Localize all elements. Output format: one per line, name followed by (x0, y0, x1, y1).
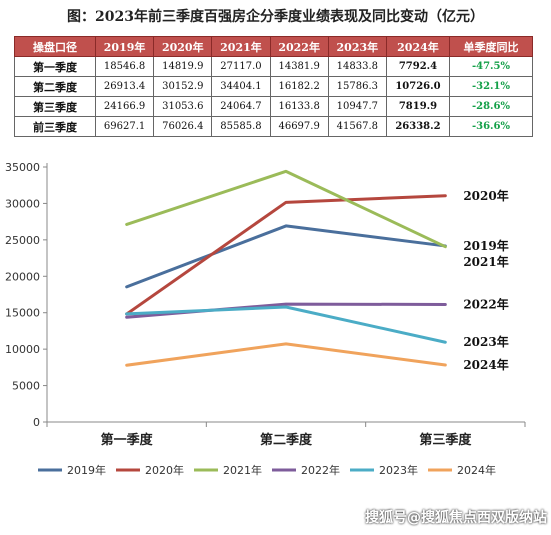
y-tick-label: 20000 (5, 270, 40, 283)
series-end-label: 2023年 (463, 334, 508, 349)
table-cell: 46697.9 (269, 116, 329, 137)
table-cell: 26913.4 (94, 76, 155, 97)
header-cell: 单季度同比 (449, 36, 533, 57)
series-end-label: 2019年 (463, 238, 508, 253)
header-cell: 2023年 (327, 36, 387, 57)
watermark: 搜狐号@搜狐焦点西双版纳站 (365, 510, 547, 526)
header-cell: 操盘口径 (14, 36, 96, 57)
y-tick-label: 25000 (5, 234, 40, 247)
data-table: 操盘口径 2019年 2020年 2021年 2022年 2023年 2024年… (14, 36, 533, 137)
table-cell: 76026.4 (153, 116, 213, 137)
series-line (125, 224, 447, 289)
table-cell: 10726.0 (385, 76, 451, 97)
table-row: 第一季度 18546.8 14819.9 27117.0 14381.9 148… (14, 56, 533, 77)
table-cell: 16133.8 (269, 96, 329, 117)
legend-label: 2021年 (223, 463, 262, 477)
legend-label: 2020年 (145, 463, 184, 477)
table-cell: 7819.9 (385, 96, 451, 117)
header-cell: 2021年 (211, 36, 271, 57)
series-end-label: 2022年 (463, 296, 508, 311)
y-tick-label: 0 (33, 416, 40, 429)
table-cell: 85585.8 (211, 116, 271, 137)
row-label: 第一季度 (14, 56, 96, 77)
table-cell: 31053.6 (153, 96, 213, 117)
header-cell: 2024年 (385, 36, 451, 57)
legend-label: 2022年 (301, 463, 340, 477)
chart-title: 图：2023年前三季度百强房企分季度业绩表现及同比变动（亿元） (67, 9, 484, 25)
table-cell: 10947.7 (327, 96, 387, 117)
table-cell: 16182.2 (269, 76, 329, 97)
y-tick-label: 35000 (5, 161, 40, 174)
series-line (125, 194, 447, 316)
table-row: 第二季度 26913.4 30152.9 34404.1 16182.2 157… (14, 76, 533, 97)
table-cell: 7792.4 (385, 56, 451, 77)
yoy-cell: -28.6% (449, 96, 533, 117)
y-tick-label: 15000 (5, 307, 40, 320)
legend-label: 2024年 (457, 463, 496, 477)
legend-label: 2019年 (67, 463, 106, 477)
series-line (125, 169, 447, 249)
y-tick-label: 5000 (12, 380, 40, 393)
row-label: 第三季度 (14, 96, 96, 117)
table-cell: 27117.0 (211, 56, 271, 77)
table-cell: 69627.1 (94, 116, 155, 137)
y-tick-label: 10000 (5, 343, 40, 356)
series-end-label: 2024年 (463, 357, 508, 372)
x-category-label: 第二季度 (260, 432, 313, 448)
yoy-cell: -47.5% (449, 56, 533, 77)
table-cell: 30152.9 (153, 76, 213, 97)
header-cell: 2022年 (269, 36, 329, 57)
y-tick-label: 30000 (5, 197, 40, 210)
yoy-cell: -32.1% (449, 76, 533, 97)
table-header-row: 操盘口径 2019年 2020年 2021年 2022年 2023年 2024年… (14, 36, 533, 57)
table-cell: 14833.8 (327, 56, 387, 77)
table-cell: 26338.2 (385, 116, 451, 137)
header-cell: 2020年 (153, 36, 213, 57)
table-cell: 15786.3 (327, 76, 387, 97)
x-category-label: 第三季度 (419, 432, 472, 448)
legend-label: 2023年 (379, 463, 418, 477)
series-end-label: 2020年 (463, 188, 508, 203)
table-cell: 24064.7 (211, 96, 271, 117)
row-label: 第二季度 (14, 76, 96, 97)
line-chart: 0 5000 10000 15000 20000 25000 30000 35000 第一季度 第… (5, 161, 526, 477)
x-category-label: 第一季度 (101, 432, 154, 448)
table-row: 前三季度 69627.1 76026.4 85585.8 46697.9 415… (14, 116, 533, 137)
series-end-label: 2021年 (463, 254, 508, 269)
yoy-cell: -36.6% (449, 116, 533, 137)
table-cell: 41567.8 (327, 116, 387, 137)
series-line (125, 305, 447, 344)
table-cell: 24166.9 (94, 96, 155, 117)
table-row: 第三季度 24166.9 31053.6 24064.7 16133.8 109… (14, 96, 533, 117)
header-cell: 2019年 (94, 36, 155, 57)
row-label: 前三季度 (14, 116, 96, 137)
table-cell: 14381.9 (269, 56, 329, 77)
table-cell: 14819.9 (153, 56, 213, 77)
table-cell: 18546.8 (94, 56, 155, 77)
series-line (125, 342, 447, 367)
table-cell: 34404.1 (211, 76, 271, 97)
